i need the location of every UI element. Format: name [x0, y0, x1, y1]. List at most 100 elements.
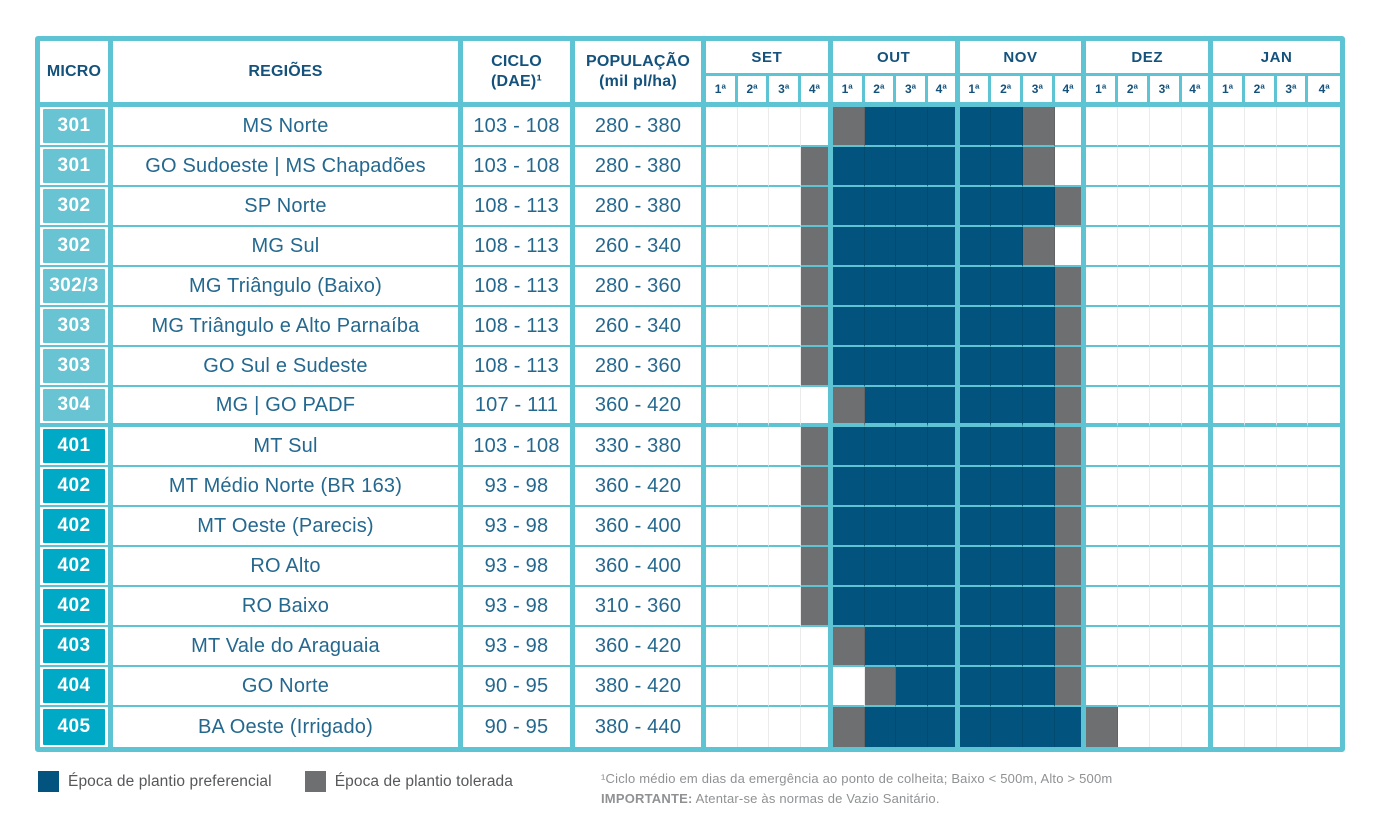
week-header: 4ª: [1308, 76, 1340, 107]
schedule-cell: [1244, 147, 1277, 187]
populacao-cell: 380 - 440: [575, 707, 706, 747]
schedule-cell: [1276, 107, 1309, 147]
footnote-importante-label: IMPORTANTE:: [601, 791, 693, 807]
week-header: 3ª: [1149, 76, 1182, 107]
schedule-cell: [1308, 267, 1340, 307]
ciclo-cell: 103 - 108: [463, 427, 575, 467]
schedule-cell: [864, 147, 897, 187]
schedule-cell: [1149, 187, 1182, 227]
schedule-cell: [927, 267, 960, 307]
row-micro-cell: 405: [40, 707, 113, 747]
schedule-cell: [1086, 467, 1119, 507]
micro-badge: 402: [43, 589, 105, 623]
region-cell: RO Baixo: [113, 587, 463, 627]
schedule-cell: [991, 147, 1023, 187]
schedule-cell: [1308, 107, 1340, 147]
footnote-ciclo: ¹Ciclo médio em dias da emergência ao po…: [601, 771, 1113, 786]
schedule-cell: [1308, 187, 1340, 227]
schedule-cell: [706, 587, 738, 627]
week-header: 2ª: [1118, 76, 1150, 107]
schedule-cell: [1308, 347, 1340, 387]
footnote-importante: IMPORTANTE: Atentar-se às normas de Vazi…: [601, 789, 1112, 809]
schedule-cell: [991, 387, 1023, 427]
schedule-cell: [1244, 707, 1277, 747]
region-cell: MG Triângulo (Baixo): [113, 267, 463, 307]
schedule-cell: [1276, 387, 1309, 427]
schedule-cell: [1149, 147, 1182, 187]
schedule-cell: [1213, 147, 1245, 187]
micro-badge: 402: [43, 469, 105, 503]
schedule-cell: [927, 147, 960, 187]
schedule-cell: [864, 507, 897, 547]
schedule-cell: [1118, 707, 1150, 747]
schedule-cell: [991, 507, 1023, 547]
schedule-cell: [959, 307, 992, 347]
row-micro-cell: 402: [40, 587, 113, 627]
schedule-cell: [769, 627, 802, 667]
schedule-cell: [1054, 627, 1087, 667]
schedule-cell: [801, 107, 833, 147]
ciclo-cell: 103 - 108: [463, 147, 575, 187]
schedule-cell: [832, 387, 865, 427]
schedule-cell: [1213, 667, 1245, 707]
micro-badge: 302: [43, 189, 105, 223]
schedule-cell: [832, 707, 865, 747]
schedule-cell: [1086, 187, 1119, 227]
micro-badge: 402: [43, 549, 105, 583]
schedule-cell: [1181, 307, 1214, 347]
week-header: 3ª: [1276, 76, 1309, 107]
schedule-cell: [706, 307, 738, 347]
schedule-cell: [1308, 507, 1340, 547]
schedule-cell: [1244, 227, 1277, 267]
schedule-cell: [1308, 227, 1340, 267]
schedule-cell: [706, 187, 738, 227]
week-header: 2ª: [991, 76, 1023, 107]
week-header: 2ª: [1244, 76, 1277, 107]
schedule-cell: [864, 547, 897, 587]
schedule-cell: [991, 347, 1023, 387]
schedule-cell: [1181, 387, 1214, 427]
schedule-cell: [896, 507, 928, 547]
schedule-cell: [832, 147, 865, 187]
micro-badge: 303: [43, 349, 105, 383]
schedule-cell: [769, 147, 802, 187]
schedule-cell: [1276, 267, 1309, 307]
schedule-cell: [1149, 387, 1182, 427]
schedule-cell: [737, 587, 770, 627]
schedule-cell: [706, 547, 738, 587]
schedule-cell: [832, 347, 865, 387]
schedule-cell: [927, 227, 960, 267]
schedule-cell: [1118, 587, 1150, 627]
region-cell: MT Oeste (Parecis): [113, 507, 463, 547]
row-micro-cell: 303: [40, 307, 113, 347]
schedule-cell: [769, 307, 802, 347]
schedule-cell: [769, 547, 802, 587]
week-header: 4ª: [1054, 76, 1087, 107]
schedule-cell: [1181, 187, 1214, 227]
schedule-cell: [864, 627, 897, 667]
schedule-cell: [1054, 507, 1087, 547]
week-header: 1ª: [832, 76, 865, 107]
schedule-cell: [1181, 587, 1214, 627]
schedule-cell: [1181, 507, 1214, 547]
schedule-cell: [706, 107, 738, 147]
week-header: 1ª: [959, 76, 992, 107]
schedule-cell: [706, 147, 738, 187]
schedule-cell: [769, 507, 802, 547]
week-header: 4ª: [1181, 76, 1214, 107]
schedule-cell: [1181, 547, 1214, 587]
schedule-cell: [896, 667, 928, 707]
row-micro-cell: 301: [40, 147, 113, 187]
schedule-cell: [1244, 587, 1277, 627]
schedule-cell: [1118, 347, 1150, 387]
populacao-cell: 360 - 420: [575, 627, 706, 667]
schedule-cell: [832, 227, 865, 267]
schedule-cell: [1308, 147, 1340, 187]
schedule-cell: [832, 667, 865, 707]
schedule-cell: [1149, 627, 1182, 667]
schedule-cell: [1149, 467, 1182, 507]
schedule-cell: [1213, 507, 1245, 547]
region-cell: BA Oeste (Irrigado): [113, 707, 463, 747]
schedule-cell: [896, 587, 928, 627]
schedule-cell: [801, 707, 833, 747]
